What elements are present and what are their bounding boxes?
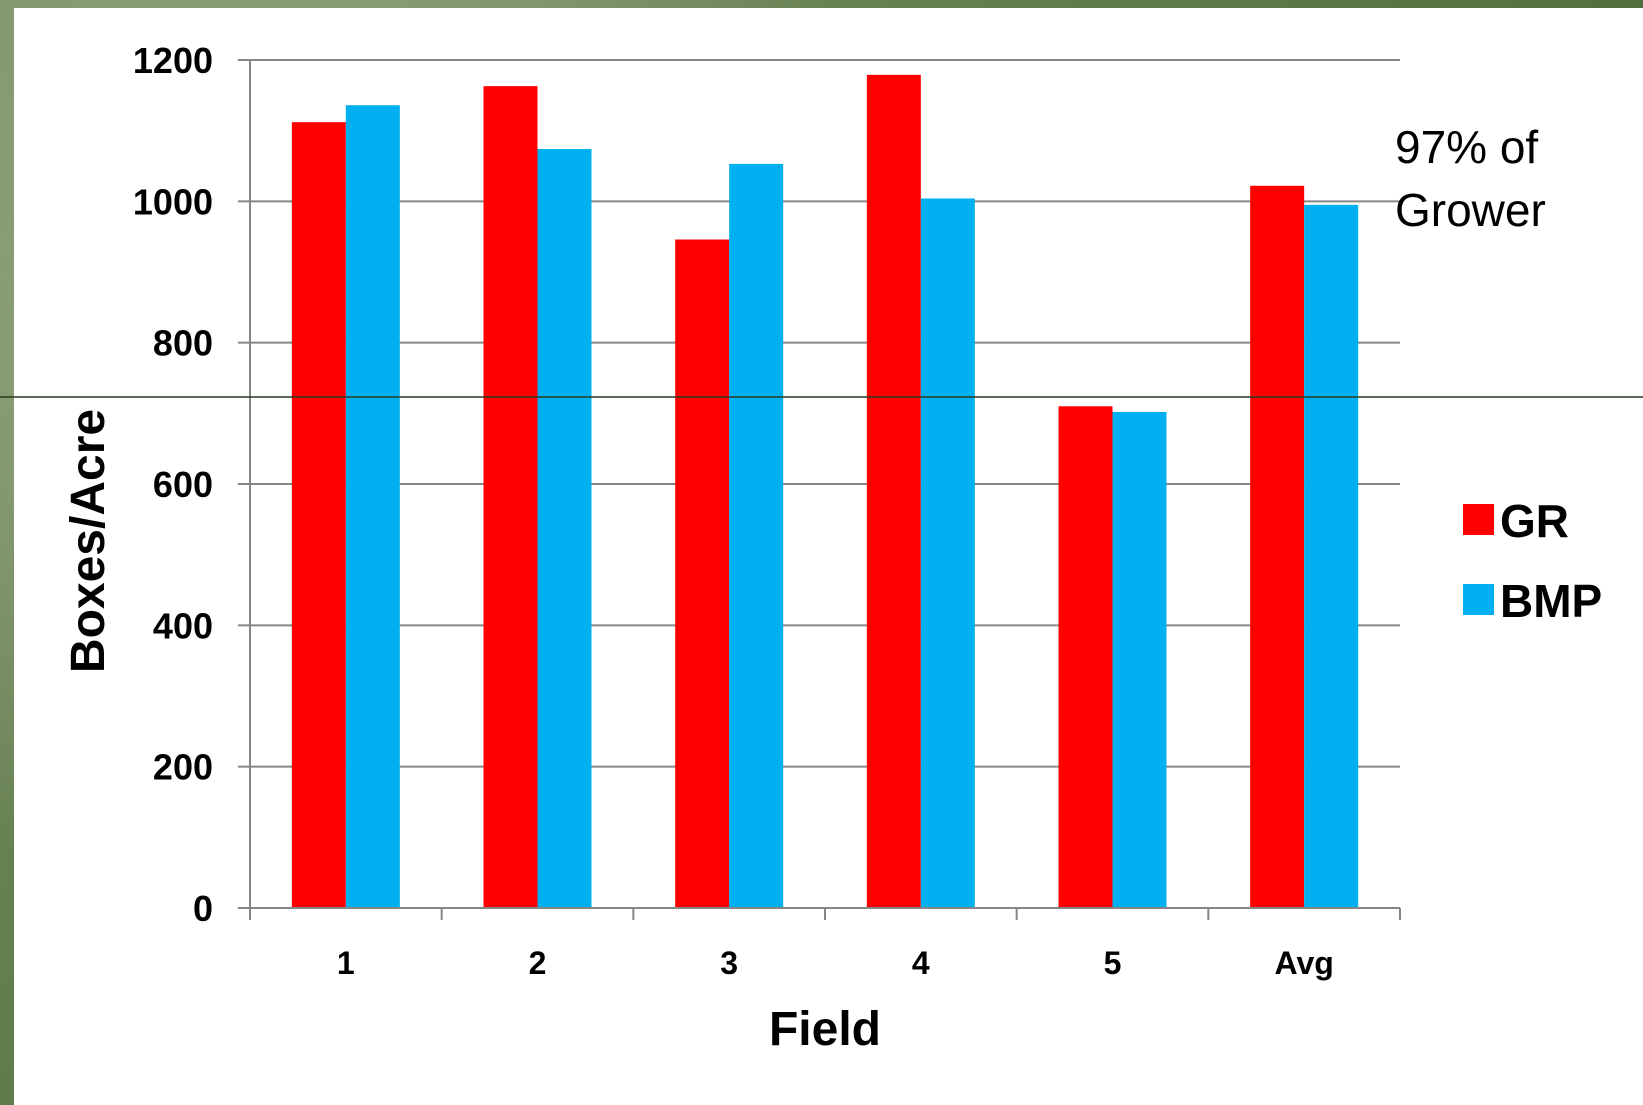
y-tick-label: 0 xyxy=(193,888,213,929)
gridlines xyxy=(238,59,1400,768)
x-tick-label: Avg xyxy=(1275,945,1334,981)
x-tick-label: 2 xyxy=(529,945,547,981)
bar-bmp-5 xyxy=(1112,411,1167,908)
x-tick-label: 5 xyxy=(1104,945,1122,981)
legend-label-gr: GR xyxy=(1500,495,1569,547)
bar-gr-avg xyxy=(1250,185,1305,908)
legend-label-bmp: BMP xyxy=(1500,575,1602,627)
legend-swatch-bmp xyxy=(1463,584,1494,615)
chart-panel xyxy=(14,8,1643,1105)
legend: GR BMP xyxy=(1463,495,1602,627)
x-axis: 1 2 3 4 5 Avg xyxy=(238,60,1401,981)
y-tick-label: 800 xyxy=(153,323,213,364)
bar-bmp-1 xyxy=(345,105,400,908)
y-axis-ticks: 0 200 400 600 800 1000 1200 xyxy=(133,40,213,929)
bar-bmp-4 xyxy=(920,198,975,909)
bar-gr-2 xyxy=(483,86,538,908)
annotation-line-2: Grower xyxy=(1395,184,1546,236)
bar-bmp-avg xyxy=(1304,204,1359,908)
bars xyxy=(291,74,1359,909)
bar-gr-4 xyxy=(866,74,921,909)
annotation-line-1: 97% of xyxy=(1395,121,1538,173)
bar-gr-1 xyxy=(291,122,346,909)
x-tick-label: 4 xyxy=(912,945,930,981)
y-axis-title: Boxes/Acre xyxy=(62,409,115,673)
y-tick-label: 400 xyxy=(153,605,213,646)
x-axis-title: Field xyxy=(769,1003,881,1056)
legend-swatch-gr xyxy=(1463,504,1494,535)
bar-gr-5 xyxy=(1058,406,1113,908)
y-tick-label: 1000 xyxy=(133,181,213,222)
y-tick-label: 200 xyxy=(153,747,213,788)
y-tick-label: 1200 xyxy=(133,40,213,81)
bar-bmp-2 xyxy=(537,149,592,909)
y-tick-label: 600 xyxy=(153,464,213,505)
bar-bmp-3 xyxy=(729,163,784,908)
x-tick-label: 1 xyxy=(337,945,355,981)
bar-gr-3 xyxy=(675,239,730,908)
x-tick-label: 3 xyxy=(720,945,738,981)
